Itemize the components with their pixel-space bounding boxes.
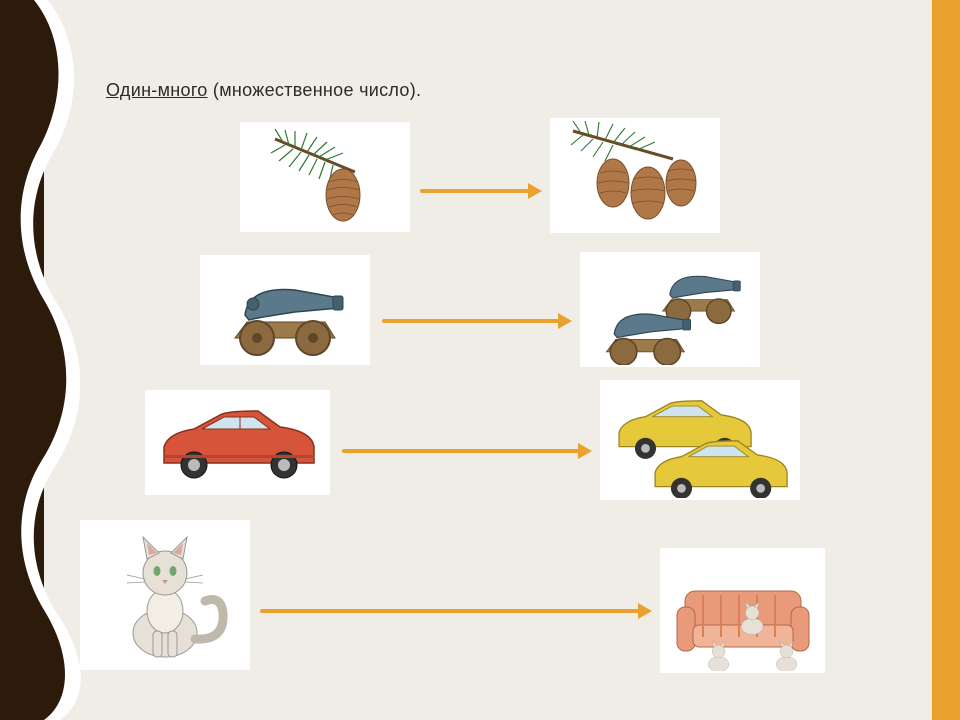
cannon-plural xyxy=(580,252,760,367)
arrow-cannon xyxy=(382,318,572,324)
cat-icon xyxy=(127,537,223,657)
title-rest: (множественное число). xyxy=(208,80,422,100)
left-wave-decoration xyxy=(0,0,90,720)
cannon-icon xyxy=(235,290,343,355)
car-icon xyxy=(164,411,314,478)
cat-plural xyxy=(660,548,825,673)
title-underline: Один-много xyxy=(106,80,208,100)
arrow-pinecone xyxy=(420,188,542,194)
pinecone-single xyxy=(240,122,410,232)
pinecone-plural xyxy=(550,118,720,233)
car-single xyxy=(145,390,330,495)
slide-content: Один-много (множественное число). xyxy=(90,0,932,720)
cat-single xyxy=(80,520,250,670)
arrow-car xyxy=(342,448,592,454)
car-plural xyxy=(600,380,800,500)
arrow-cat xyxy=(260,608,652,614)
slide-title: Один-много (множественное число). xyxy=(106,78,426,102)
cannon-single xyxy=(200,255,370,365)
right-bar-decoration xyxy=(932,0,960,720)
